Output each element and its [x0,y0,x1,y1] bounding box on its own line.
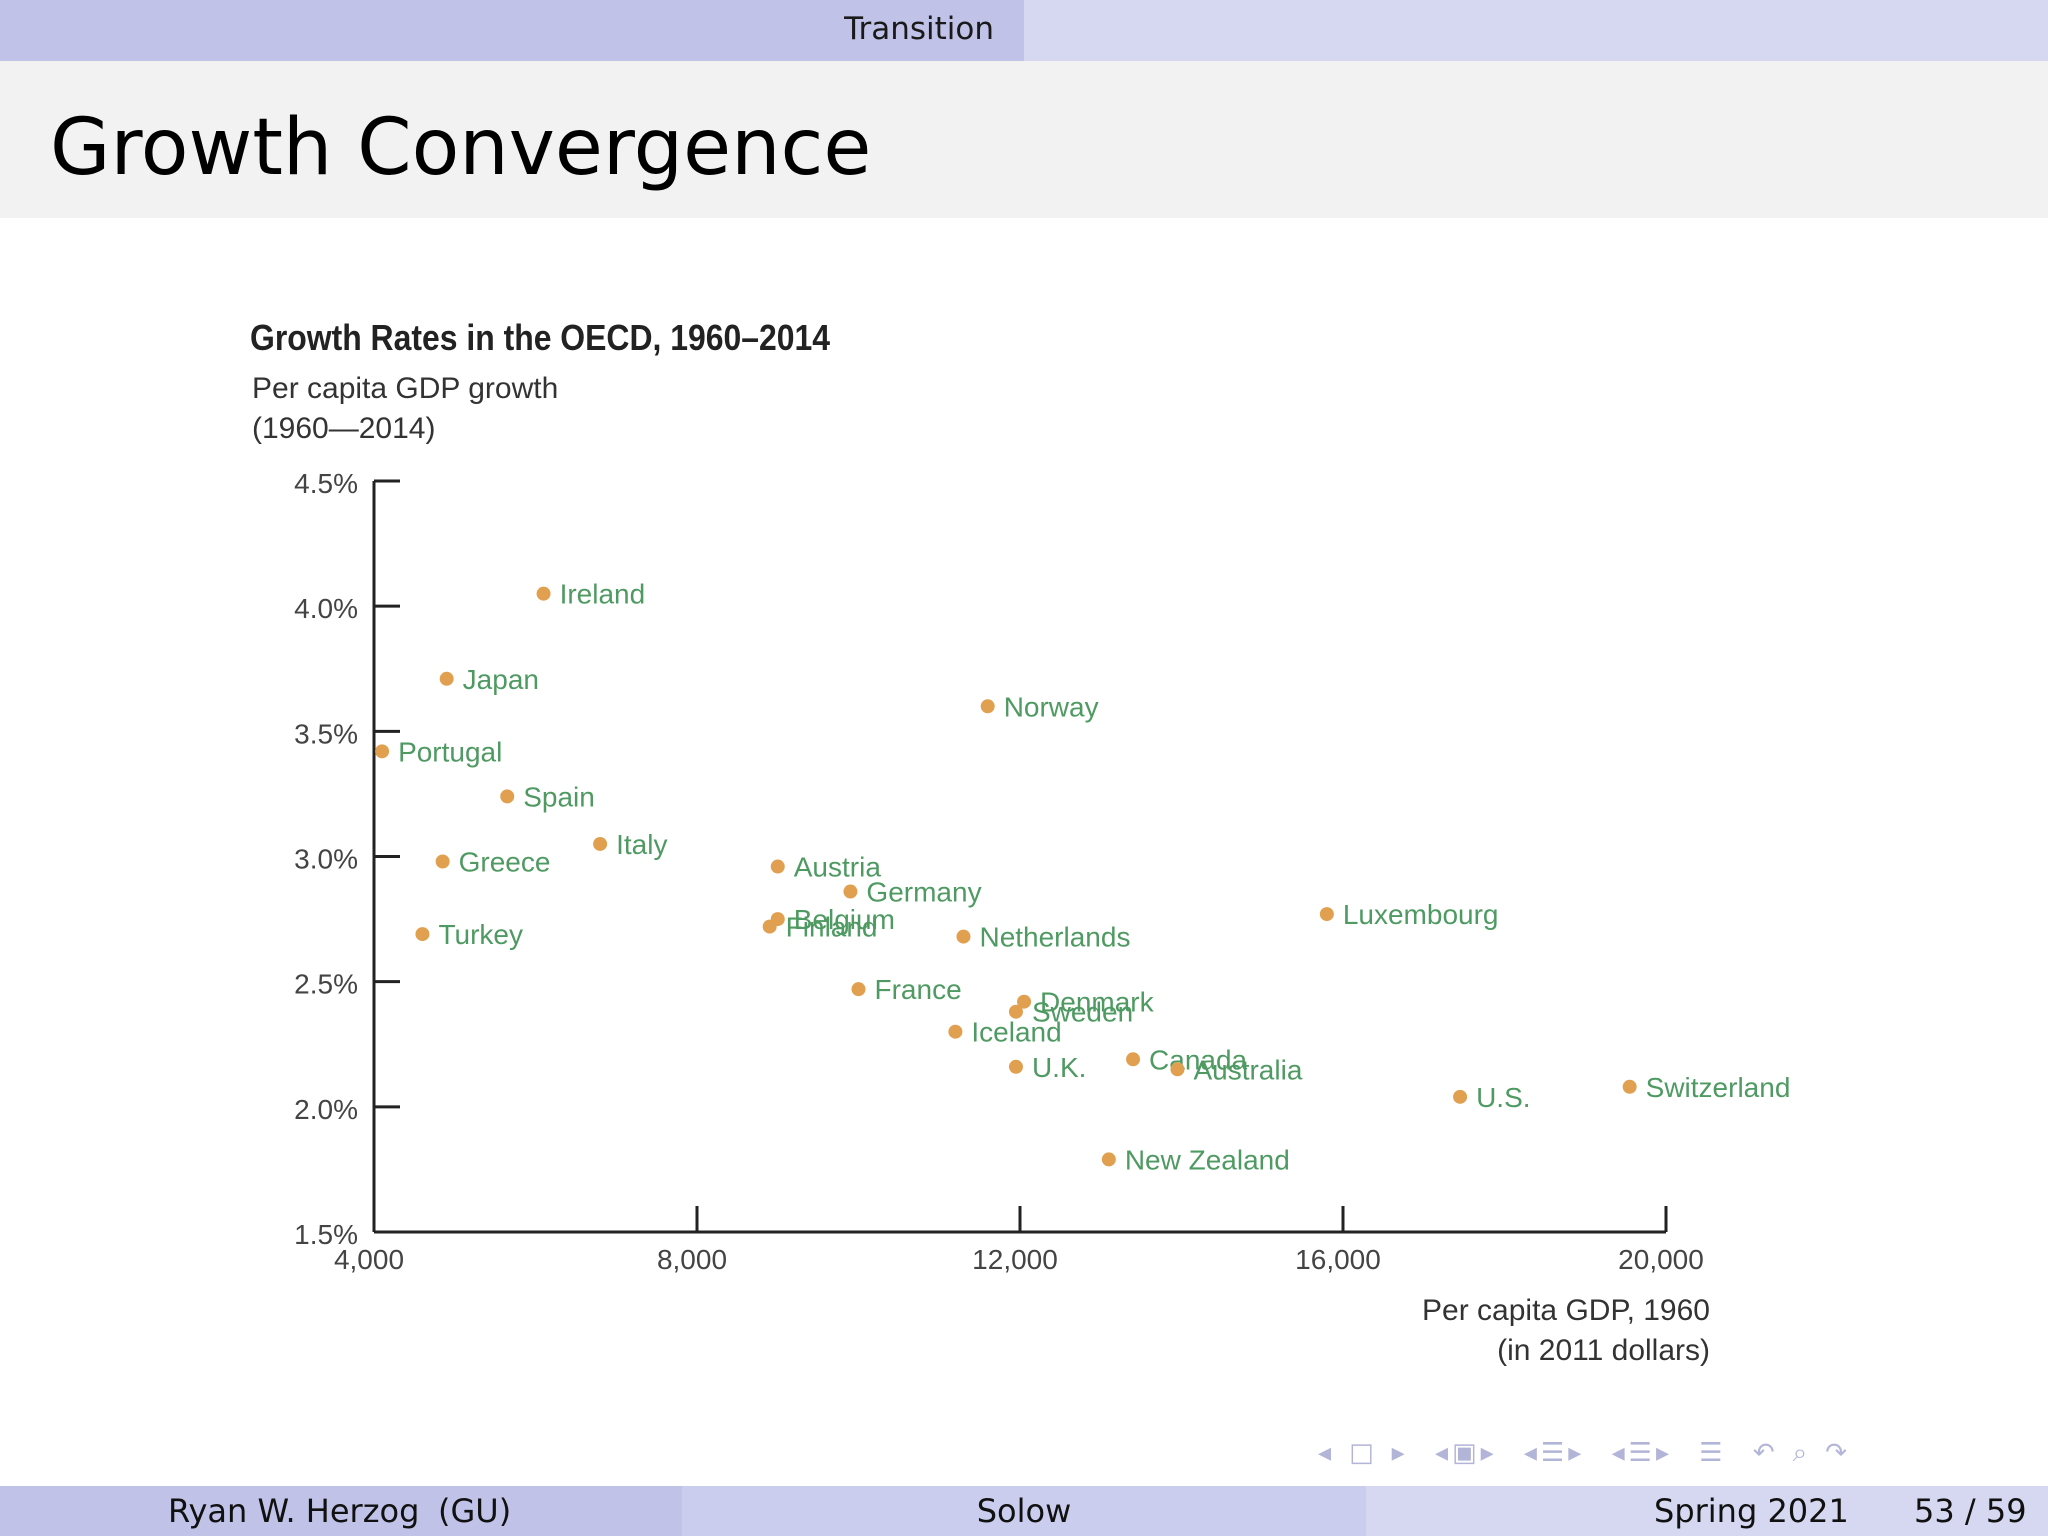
y-ticks: 1.5% 2.0% 2.5% 3.0% 3.5% 4.0% 4.5% [294,468,400,1250]
data-point [439,671,454,686]
point-label: Finland [786,912,878,943]
point-label: Iceland [971,1017,1061,1048]
footer: Ryan W. Herzog (GU) Solow Spring 2021 53… [0,1486,2048,1536]
data-point [500,789,515,804]
point-label: Netherlands [979,922,1130,953]
data-point [1453,1089,1468,1104]
point-label: Turkey [438,919,523,950]
point-label: Germany [866,877,981,908]
top-navigation-bar: Transition [0,0,2048,61]
arrow-left-icon[interactable]: ◂ [1318,1438,1336,1468]
point-label: Portugal [398,736,502,767]
data-point [980,699,995,714]
point-label: Norway [1004,691,1099,722]
footer-author: Ryan W. Herzog [168,1492,420,1530]
point-label: France [875,974,962,1005]
forward-icon[interactable]: ↷ [1825,1438,1852,1468]
point-label: Belgium [794,904,895,935]
align-icon[interactable]: ☰ [1699,1438,1727,1468]
section-icon[interactable]: ◂☰▸ [1523,1438,1586,1468]
footer-page-number: 53 / 59 [1914,1492,2027,1530]
frame-title: Growth Convergence [50,103,872,193]
data-point [762,919,777,934]
search-icon[interactable]: ⌕ [1792,1438,1812,1468]
back-icon[interactable]: ↶ [1752,1438,1779,1468]
point-label: New Zealand [1125,1144,1290,1175]
x-tick-label: 20,000 [1618,1244,1704,1275]
y-tick-label: 4.0% [294,593,358,624]
y-tick-label: 4.5% [294,468,358,499]
point-label: Australia [1193,1054,1302,1085]
data-point [1170,1062,1185,1077]
x-axis-label-line1: Per capita GDP, 1960 [1422,1294,1710,1327]
point-label: Spain [523,781,595,812]
data-point [851,982,866,997]
y-axis-label-line2: (1960—2014) [252,412,435,445]
section-link-transition[interactable]: Transition [844,11,994,47]
point-label: Denmark [1040,987,1155,1018]
point-label: Ireland [560,579,646,610]
y-tick-label: 3.0% [294,844,358,875]
point-label: U.K. [1032,1052,1086,1083]
data-point [956,929,971,944]
footer-author-cell: Ryan W. Herzog (GU) [0,1486,682,1536]
footer-short-title: Solow [976,1492,1072,1530]
beamer-navigation-symbols: ◂ □ ▸ ◂▣▸ ◂☰▸ ◂☰▸ ☰ ↶ ⌕ ↷ [1318,1438,2038,1474]
data-point [1008,1004,1023,1019]
point-label: Japan [463,664,539,695]
x-tick-label: 16,000 [1295,1244,1381,1275]
data-point [1101,1152,1116,1167]
x-tick-label: 8,000 [657,1244,727,1275]
data-point [593,836,608,851]
x-ticks: 4,000 8,000 12,000 16,000 20,000 [334,1206,1704,1275]
footer-title-cell: Solow [682,1486,1366,1536]
point-label: Canada [1149,1044,1248,1075]
scatter-chart: Growth Rates in the OECD, 1960–2014 Per … [250,317,1791,1367]
footer-date: Spring 2021 [1654,1492,1849,1530]
y-tick-label: 3.5% [294,718,358,749]
point-label: Sweden [1032,997,1133,1028]
x-tick-label: 12,000 [972,1244,1058,1275]
x-tick-label: 4,000 [334,1244,404,1275]
data-point [1622,1079,1637,1094]
data-point [1126,1052,1141,1067]
data-points: Ireland Japan Portugal Spain Italy Greece Turk… [375,579,1791,1175]
y-axis-label-line1: Per capita GDP growth [252,372,558,405]
x-axis-label-line2: (in 2011 dollars) [1497,1334,1710,1367]
data-point [375,744,390,759]
frame-icon[interactable]: □ [1349,1438,1378,1468]
point-label: Greece [459,847,551,878]
active-section-band: Transition [0,0,1024,61]
point-label: Italy [616,829,667,860]
data-point [1319,907,1334,922]
data-point [843,884,858,899]
point-label: Austria [794,852,882,883]
data-point [536,586,551,601]
data-point [1017,994,1032,1009]
footer-date-cell: Spring 2021 53 / 59 [1366,1486,2048,1536]
point-label: U.S. [1476,1082,1530,1113]
point-label: Luxembourg [1343,899,1499,930]
data-point [435,854,450,869]
arrow-right-icon[interactable]: ▸ [1391,1438,1409,1468]
data-point [415,927,430,942]
frame-title-bar: Growth Convergence [0,61,2048,218]
chart-title: Growth Rates in the OECD, 1960–2014 [250,317,830,358]
data-point [1008,1059,1023,1074]
subsubsection-icon[interactable]: ◂☰▸ [1611,1438,1674,1468]
data-point [948,1024,963,1039]
point-label: Switzerland [1646,1072,1791,1103]
y-tick-label: 2.0% [294,1094,358,1125]
footer-institution: (GU) [438,1492,512,1530]
data-point [770,859,785,874]
y-tick-label: 2.5% [294,969,358,1000]
y-tick-label: 1.5% [294,1219,358,1250]
subsection-icon[interactable]: ◂▣▸ [1434,1438,1498,1468]
